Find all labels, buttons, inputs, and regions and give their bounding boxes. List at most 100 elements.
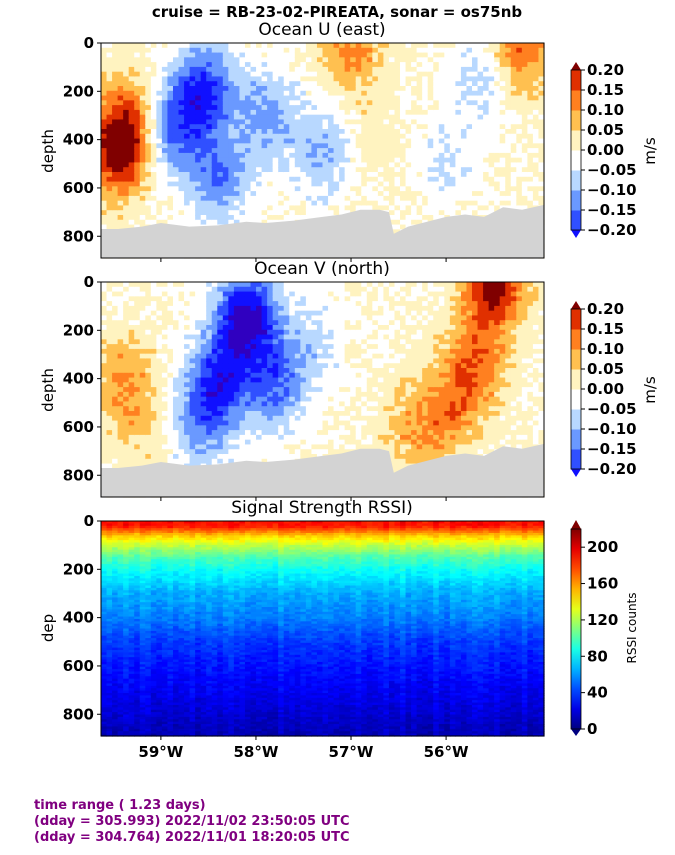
heatmap-cell	[472, 66, 479, 73]
heatmap-cell	[123, 353, 130, 360]
heatmap-cell	[178, 195, 185, 202]
heatmap-cell	[150, 129, 157, 135]
heatmap-cell	[483, 167, 490, 173]
heatmap-cell	[267, 57, 274, 63]
heatmap-cell	[444, 167, 451, 173]
heatmap-cell	[222, 434, 229, 441]
heatmap-cell	[233, 305, 241, 312]
heatmap-cell	[112, 143, 119, 149]
heatmap-cell	[117, 406, 124, 412]
heatmap-cell	[156, 143, 163, 149]
heatmap-cell	[455, 57, 462, 63]
heatmap-cell	[261, 320, 268, 326]
heatmap-cell	[272, 81, 279, 87]
heatmap-cell	[372, 195, 379, 202]
heatmap-cell	[339, 81, 346, 87]
heatmap-cell	[112, 86, 119, 92]
heatmap-cell	[383, 186, 390, 192]
heatmap-cell	[411, 152, 418, 159]
heatmap-cell	[466, 200, 473, 207]
heatmap-cell	[300, 52, 307, 58]
heatmap-cell	[322, 133, 329, 140]
heatmap-cell	[206, 454, 213, 460]
heatmap-cell	[366, 71, 373, 78]
heatmap-cell	[516, 47, 523, 54]
heatmap-cell	[250, 105, 257, 111]
heatmap-cell	[422, 215, 429, 221]
heatmap-cell	[377, 157, 385, 164]
heatmap-cell	[244, 200, 252, 207]
heatmap-cell	[206, 329, 213, 336]
heatmap-cell	[145, 377, 152, 383]
heatmap-cell	[217, 52, 224, 58]
heatmap-cell	[300, 191, 307, 197]
heatmap-cell	[161, 138, 169, 144]
heatmap-cell	[311, 215, 318, 221]
heatmap-cell	[184, 396, 191, 403]
heatmap-cell	[339, 119, 346, 125]
heatmap-cell	[250, 310, 257, 317]
heatmap-cell	[123, 47, 130, 54]
heatmap-cell	[101, 449, 108, 455]
heatmap-cell	[228, 43, 235, 49]
heatmap-cell	[228, 387, 235, 393]
heatmap-cell	[206, 449, 213, 455]
heatmap-cell	[250, 176, 257, 183]
heatmap-cell	[449, 172, 456, 178]
heatmap-cell	[145, 325, 152, 331]
heatmap-cell	[427, 210, 434, 216]
heatmap-cell	[477, 195, 484, 202]
heatmap-cell	[139, 420, 146, 426]
heatmap-cell	[228, 391, 235, 398]
heatmap-cell	[222, 148, 229, 154]
heatmap-cell	[145, 310, 152, 317]
heatmap-cell	[161, 444, 169, 450]
heatmap-cell	[466, 66, 473, 73]
heatmap-cell	[206, 81, 213, 87]
heatmap-cell	[361, 205, 368, 211]
heatmap-cell	[172, 339, 180, 345]
heatmap-cell	[200, 401, 207, 407]
heatmap-cell	[472, 86, 479, 92]
heatmap-cell	[172, 363, 180, 369]
heatmap-cell	[460, 124, 468, 130]
heatmap-cell	[172, 138, 180, 144]
heatmap-cell	[455, 157, 462, 164]
heatmap-cell	[377, 176, 385, 183]
heatmap-cell	[161, 377, 169, 383]
heatmap-cell	[128, 181, 135, 187]
heatmap-cell	[244, 191, 252, 197]
heatmap-cell	[344, 114, 351, 121]
heatmap-cell	[233, 95, 241, 101]
heatmap-cell	[466, 76, 473, 82]
heatmap-cell	[244, 420, 252, 426]
heatmap-cell	[261, 191, 268, 197]
heatmap-cell	[294, 172, 301, 178]
heatmap-cell	[438, 181, 445, 187]
heatmap-cell	[527, 157, 534, 164]
heatmap-cell	[305, 114, 313, 121]
heatmap-cell	[289, 157, 296, 164]
heatmap-cell	[532, 86, 540, 92]
heatmap-cell	[117, 138, 124, 144]
heatmap-cell	[250, 76, 257, 82]
heatmap-cell	[521, 62, 528, 68]
heatmap-cell	[311, 90, 318, 97]
heatmap-cell	[388, 157, 396, 164]
heatmap-cell	[139, 90, 146, 97]
heatmap-cell	[200, 334, 207, 340]
heatmap-cell	[316, 57, 324, 63]
heatmap-cell	[499, 95, 506, 101]
heatmap-cell	[289, 186, 296, 192]
heatmap-cell	[383, 152, 390, 159]
heatmap-cell	[150, 195, 157, 202]
heatmap-cell	[261, 344, 268, 350]
heatmap-cell	[250, 181, 257, 187]
heatmap-cell	[195, 43, 202, 49]
heatmap-cell	[123, 186, 130, 192]
heatmap-cell	[256, 420, 263, 426]
heatmap-cell	[123, 124, 130, 130]
heatmap-cell	[278, 215, 285, 221]
heatmap-cell	[228, 377, 235, 383]
heatmap-cell	[322, 157, 329, 164]
